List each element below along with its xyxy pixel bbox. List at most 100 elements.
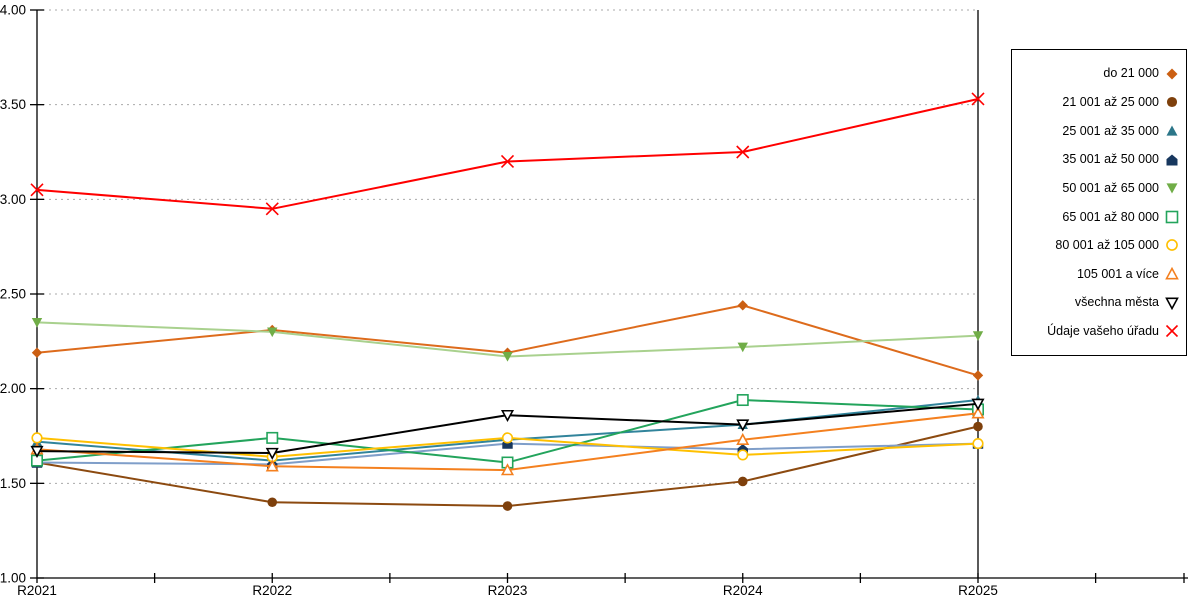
data-point-marker	[972, 331, 984, 341]
legend-item: 50 001 až 65 000	[1014, 181, 1180, 195]
x-category-label: R2025	[958, 583, 998, 598]
data-point-marker	[972, 370, 984, 381]
data-point-marker	[971, 92, 985, 106]
axes	[36, 10, 1188, 583]
legend-marker-square-open-icon	[1165, 210, 1179, 224]
legend-label: všechna města	[1074, 295, 1159, 310]
legend-item: 21 001 až 25 000	[1014, 95, 1180, 109]
data-point-marker	[265, 447, 279, 460]
data-point-marker	[265, 459, 279, 472]
data-point-marker	[501, 432, 514, 444]
y-tick-label: 4.00	[0, 3, 26, 18]
legend-marker-triangle-down-icon	[1166, 183, 1178, 194]
data-point-marker	[1166, 97, 1178, 108]
data-point-marker	[736, 394, 749, 407]
series-všechna-města	[30, 398, 985, 460]
legend-item: 35 001 až 50 000	[1014, 153, 1180, 167]
data-point-marker	[1166, 239, 1178, 252]
y-tick-label: 3.50	[0, 97, 26, 112]
x-axis-ticks: R2021 R2022 R2023 R2024 R2025	[17, 573, 1185, 598]
gridlines	[37, 9, 978, 484]
data-point-marker	[737, 449, 749, 461]
x-category-label: R2023	[488, 583, 528, 598]
series-25-001-až-35-000	[31, 394, 984, 466]
x-category-label: R2024	[723, 583, 763, 598]
legend-marker-triangle-down-open-icon	[1165, 297, 1179, 310]
data-point-marker	[31, 432, 43, 444]
data-point-marker	[31, 347, 43, 358]
legend-marker-pentagon-icon	[1166, 154, 1178, 165]
legend-label: do 21 000	[1103, 66, 1159, 81]
data-point-marker	[267, 497, 278, 508]
y-tick-label: 2.50	[0, 287, 26, 302]
data-point-marker	[973, 421, 983, 432]
y-tick-label: 1.50	[0, 476, 26, 491]
legend-item: 105 001 a více	[1014, 267, 1180, 281]
data-point-marker	[266, 431, 279, 444]
data-point-marker	[971, 406, 985, 419]
legend-item: 25 001 až 35 000	[1014, 124, 1180, 138]
data-point-marker	[1166, 154, 1178, 165]
legend-marker-circle-open-icon	[1166, 239, 1178, 252]
legend-marker-diamond-icon	[1166, 68, 1178, 80]
legend-marker-x-icon	[1165, 325, 1179, 338]
series-line	[36, 98, 979, 210]
data-point-marker	[1166, 183, 1178, 194]
data-point-marker	[265, 202, 279, 216]
data-point-marker	[502, 501, 513, 511]
series-údaje-vašeho-úřadu	[30, 92, 985, 216]
legend-label: 25 001 až 35 000	[1062, 123, 1159, 138]
data-point-marker	[971, 398, 985, 411]
data-point-marker	[502, 352, 513, 362]
data-point-marker	[30, 183, 44, 197]
x-category-label: R2022	[252, 583, 292, 598]
data-point-marker	[1165, 210, 1179, 224]
data-point-marker	[1166, 125, 1178, 136]
series-21-001-až-25-000	[32, 421, 983, 511]
y-tick-label: 3.00	[0, 192, 26, 207]
data-point-marker	[737, 476, 748, 487]
data-point-marker	[737, 300, 748, 311]
legend-label: 50 001 až 65 000	[1062, 180, 1159, 195]
data-point-marker	[1166, 68, 1178, 80]
x-category-label: R2021	[17, 583, 57, 598]
y-axis-ticks: 4.00 3.50 3.00 2.50 2.00 1.50 1.00	[0, 3, 44, 586]
data-point-marker	[736, 432, 750, 446]
legend-label: 35 001 až 50 000	[1062, 152, 1159, 167]
y-tick-label: 2.00	[0, 381, 26, 396]
data-point-marker	[500, 154, 515, 169]
data-point-marker	[972, 437, 984, 450]
data-point-marker	[500, 409, 515, 423]
data-point-marker	[30, 445, 44, 459]
legend-item: 65 001 až 80 000	[1014, 210, 1180, 224]
legend-item: 80 001 až 105 000	[1014, 238, 1180, 252]
data-point-marker	[736, 145, 750, 159]
legend-item: do 21 000	[1014, 67, 1180, 81]
data-point-marker	[1165, 297, 1179, 310]
legend-marker-triangle-open-icon	[1165, 267, 1179, 280]
data-point-marker	[31, 317, 43, 328]
data-point-marker	[737, 342, 748, 353]
series-65-001-až-80-000	[30, 394, 984, 469]
series-line	[36, 304, 979, 377]
legend-item: Údaje vašeho úřadu	[1014, 324, 1180, 338]
legend-item: všechna města	[1014, 296, 1180, 310]
legend: do 21 000 21 001 až 25 000 25 001 až 35 …	[1011, 49, 1187, 356]
data-point-marker	[500, 463, 515, 476]
legend-marker-triangle-icon	[1166, 125, 1178, 136]
legend-label: 105 001 a více	[1076, 266, 1159, 281]
data-point-marker	[267, 327, 278, 338]
series-do-21-000	[31, 300, 984, 381]
legend-label: 21 001 až 25 000	[1062, 95, 1159, 109]
legend-label: Údaje vašeho úřadu	[1047, 324, 1159, 338]
series-50-001-až-65-000	[31, 317, 984, 362]
data-point-marker	[736, 419, 750, 432]
y-tick-label: 1.00	[0, 571, 26, 586]
legend-marker-circle-icon	[1166, 97, 1178, 108]
data-point-marker	[1165, 325, 1179, 338]
legend-label: 65 001 až 80 000	[1062, 209, 1159, 224]
data-point-marker	[1165, 267, 1179, 280]
legend-label: 80 001 až 105 000	[1055, 238, 1159, 253]
